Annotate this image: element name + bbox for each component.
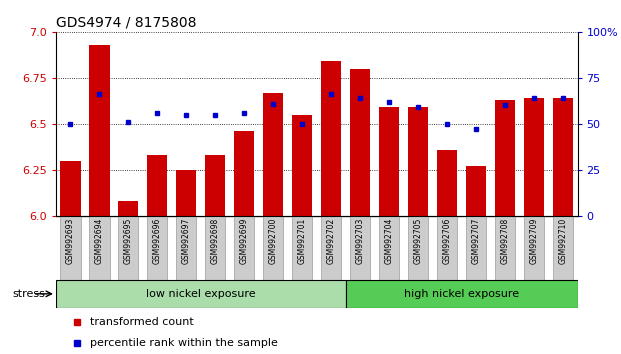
Bar — [350, 216, 370, 280]
Bar — [350, 69, 370, 216]
Bar — [263, 93, 283, 216]
Text: GSM992709: GSM992709 — [530, 218, 538, 264]
Bar — [466, 166, 486, 216]
Bar — [205, 216, 225, 280]
Bar — [89, 216, 109, 280]
Bar — [524, 98, 544, 216]
Bar — [56, 280, 346, 308]
Text: GSM992707: GSM992707 — [471, 218, 481, 264]
Bar — [524, 216, 544, 280]
Text: GSM992699: GSM992699 — [240, 218, 249, 264]
Bar — [205, 155, 225, 216]
Text: transformed count: transformed count — [90, 318, 194, 327]
Bar — [553, 98, 573, 216]
Bar — [234, 216, 255, 280]
Text: GSM992695: GSM992695 — [124, 218, 133, 264]
Bar — [60, 216, 81, 280]
Text: GSM992701: GSM992701 — [297, 218, 307, 264]
Text: GSM992705: GSM992705 — [414, 218, 423, 264]
Bar — [346, 280, 578, 308]
Bar — [408, 107, 428, 216]
Text: GSM992710: GSM992710 — [558, 218, 568, 264]
Bar — [321, 61, 342, 216]
Bar — [147, 155, 168, 216]
Text: GSM992708: GSM992708 — [501, 218, 510, 264]
Text: stress: stress — [12, 289, 45, 299]
Text: GSM992694: GSM992694 — [95, 218, 104, 264]
Text: GSM992696: GSM992696 — [153, 218, 162, 264]
Bar — [437, 150, 457, 216]
Bar — [292, 216, 312, 280]
Text: GSM992693: GSM992693 — [66, 218, 75, 264]
Bar — [176, 170, 196, 216]
Bar — [379, 107, 399, 216]
Bar — [495, 100, 515, 216]
Text: GSM992704: GSM992704 — [384, 218, 394, 264]
Bar — [147, 216, 168, 280]
Bar — [408, 216, 428, 280]
Text: GSM992703: GSM992703 — [356, 218, 365, 264]
Bar — [466, 216, 486, 280]
Bar — [292, 115, 312, 216]
Text: GSM992702: GSM992702 — [327, 218, 336, 264]
Bar — [495, 216, 515, 280]
Bar — [263, 216, 283, 280]
Text: GSM992697: GSM992697 — [182, 218, 191, 264]
Bar — [379, 216, 399, 280]
Bar — [553, 216, 573, 280]
Text: GSM992700: GSM992700 — [269, 218, 278, 264]
Text: high nickel exposure: high nickel exposure — [404, 289, 519, 299]
Bar — [118, 216, 138, 280]
Bar — [176, 216, 196, 280]
Text: low nickel exposure: low nickel exposure — [146, 289, 256, 299]
Bar — [321, 216, 342, 280]
Bar — [437, 216, 457, 280]
Text: GSM992698: GSM992698 — [211, 218, 220, 264]
Bar — [118, 201, 138, 216]
Bar — [234, 131, 255, 216]
Text: percentile rank within the sample: percentile rank within the sample — [90, 338, 278, 348]
Text: GSM992706: GSM992706 — [443, 218, 451, 264]
Bar — [60, 161, 81, 216]
Bar — [89, 45, 109, 216]
Text: GDS4974 / 8175808: GDS4974 / 8175808 — [56, 15, 196, 29]
